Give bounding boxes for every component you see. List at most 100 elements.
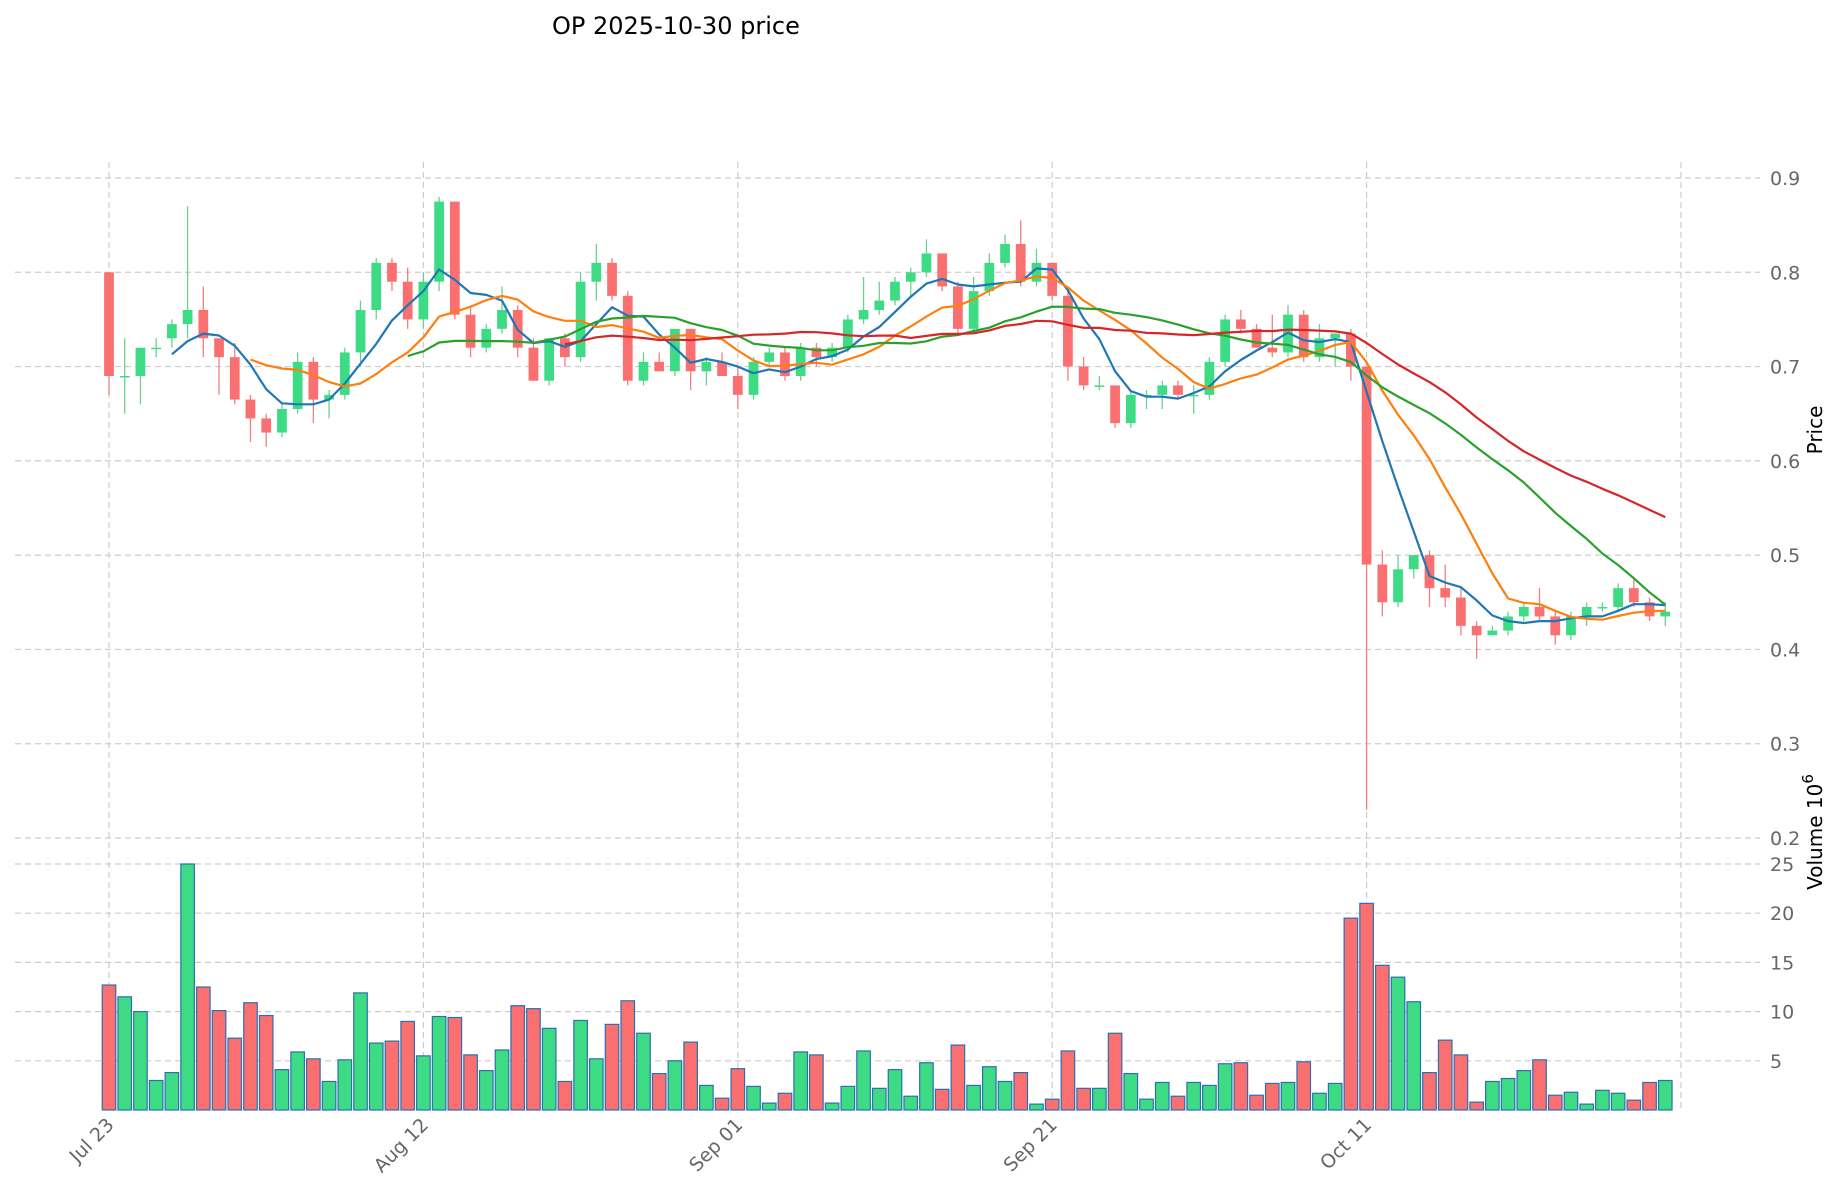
volume-bar <box>557 1080 573 1111</box>
candle-body <box>968 291 979 329</box>
volume-tick-label: 5 <box>1770 1051 1782 1073</box>
volume-bar <box>195 986 211 1111</box>
candle-body <box>481 328 492 348</box>
candle-body <box>1047 262 1058 296</box>
ma10-line <box>250 275 1666 621</box>
x-tick-label: Sep 21 <box>999 1114 1061 1176</box>
candle-body <box>937 253 948 287</box>
volume-bar <box>321 1080 337 1111</box>
volume-bar <box>180 863 195 1111</box>
price-tick-label: 0.3 <box>1770 734 1800 756</box>
volume-bars <box>101 863 1673 1111</box>
candle-body <box>434 201 444 282</box>
candle-body <box>1204 361 1215 395</box>
volume-bar <box>384 1040 400 1111</box>
candle-body <box>670 328 680 372</box>
candle-body <box>104 272 114 376</box>
x-tick-label: Aug 12 <box>370 1114 433 1177</box>
candle-body <box>214 338 224 358</box>
volume-bar <box>290 1051 305 1111</box>
candle-body <box>229 357 240 400</box>
candle-body <box>1188 394 1199 397</box>
volume-bar <box>1186 1081 1202 1111</box>
candle-body <box>1660 611 1671 617</box>
volume-bar <box>746 1085 761 1111</box>
volume-bar <box>431 1015 447 1111</box>
chart-title: OP 2025-10-30 price <box>552 12 800 40</box>
volume-bar <box>588 1058 604 1111</box>
volume-bar <box>463 1054 478 1111</box>
volume-bar <box>1437 1039 1453 1111</box>
volume-bar <box>258 1014 274 1111</box>
volume-bar <box>306 1058 321 1111</box>
volume-bar <box>1610 1092 1626 1111</box>
candle-body <box>292 361 303 409</box>
candle-body <box>1613 588 1623 607</box>
candle-body <box>1330 333 1341 339</box>
volume-bar <box>730 1068 746 1111</box>
candle-body <box>261 418 272 433</box>
candle-body <box>449 201 460 315</box>
candle-body <box>1110 385 1120 424</box>
candle-body <box>1644 602 1655 617</box>
volume-bar <box>133 1010 148 1111</box>
volume-bar <box>1374 964 1390 1111</box>
candle-body <box>1534 607 1545 617</box>
candle-body <box>1220 319 1230 362</box>
candlesticks <box>104 196 1671 810</box>
candle-body <box>1550 616 1561 636</box>
candle-body <box>135 347 146 376</box>
volume-bar <box>934 1088 950 1111</box>
candle-body <box>1314 338 1325 358</box>
candle-body <box>1440 588 1451 598</box>
candle-body <box>607 262 617 296</box>
candle-body <box>1000 244 1010 263</box>
volume-bar <box>1547 1094 1563 1111</box>
candle-body <box>780 352 790 376</box>
candle-body <box>575 281 586 358</box>
moving-average-lines <box>171 267 1666 625</box>
candle-body <box>842 319 853 348</box>
candle-body <box>324 394 334 400</box>
volume-bar <box>699 1084 714 1111</box>
candle-body <box>387 262 397 282</box>
candle-body <box>622 295 633 381</box>
candle-body <box>811 347 822 358</box>
volume-bar <box>1390 976 1406 1111</box>
candle-body <box>402 281 413 320</box>
volume-bar <box>997 1080 1013 1111</box>
candle-body <box>732 376 743 395</box>
volume-bar <box>919 1062 934 1111</box>
candle-body <box>905 272 916 282</box>
candle-body <box>371 262 382 310</box>
volume-bar <box>478 1070 494 1111</box>
candle-body <box>921 253 932 273</box>
candle-body <box>1267 347 1278 353</box>
price-tick-label: 0.5 <box>1770 545 1800 567</box>
candle-body <box>1078 366 1089 386</box>
candle-body <box>1628 588 1639 603</box>
volume-bar <box>400 1020 416 1111</box>
volume-tick-labels: 5 10 15 20 25 <box>1770 854 1794 1073</box>
volume-bar <box>573 1019 588 1111</box>
volume-bar <box>1532 1059 1547 1111</box>
candle-body <box>1346 333 1356 367</box>
volume-bar <box>1280 1081 1296 1111</box>
volume-axis-label-exponent: 6 <box>1799 774 1817 784</box>
candle-body <box>1094 385 1105 387</box>
volume-bar <box>871 1087 887 1111</box>
volume-axis-label-text: Volume 10 <box>1803 784 1827 890</box>
volume-bar <box>887 1069 903 1111</box>
volume-bar <box>1170 1095 1186 1111</box>
candle-body <box>465 314 476 348</box>
volume-bar <box>950 1044 966 1111</box>
candle-body <box>1235 319 1246 329</box>
candle-body <box>1581 607 1592 617</box>
candle-body <box>1393 569 1403 603</box>
volume-bar <box>1327 1082 1343 1111</box>
volume-bar <box>164 1072 180 1111</box>
x-tick-label: Oct 11 <box>1316 1114 1376 1174</box>
candle-body <box>1408 555 1419 570</box>
volume-bar <box>651 1072 667 1111</box>
